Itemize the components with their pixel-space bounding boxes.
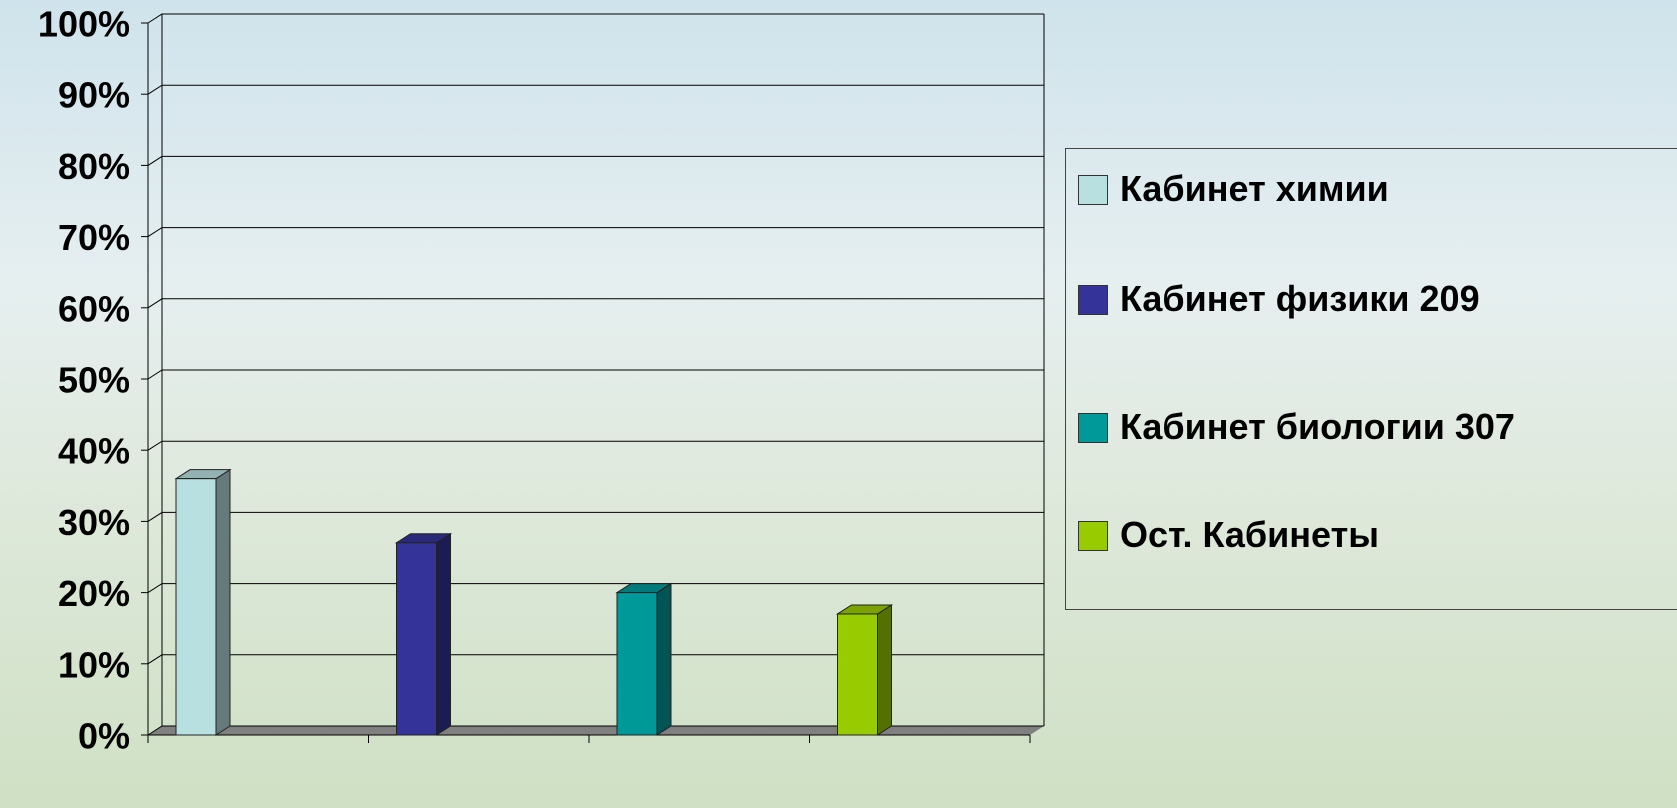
legend: Кабинет химии Кабинет физики 209 Кабинет б…: [1065, 148, 1677, 610]
grid-line: [147, 155, 1044, 166]
legend-label: Кабинет биологии 307: [1120, 406, 1515, 447]
grid-line: [147, 13, 1044, 24]
grid-line: [147, 298, 1044, 309]
y-tick-label: 50%: [58, 360, 130, 401]
legend-entry: Кабинет химии: [1078, 169, 1638, 209]
bar: [616, 592, 658, 736]
legend-entry: Кабинет биологии 307: [1078, 407, 1638, 447]
legend-entry: Кабинет физики 209: [1078, 279, 1638, 319]
floor: [148, 726, 1044, 735]
grid-line: [147, 369, 1044, 380]
legend-swatch: [1078, 285, 1108, 315]
y-tick-label: 20%: [58, 573, 130, 614]
grid-line: [147, 227, 1044, 238]
legend-swatch: [1078, 521, 1108, 551]
y-tick-label: 60%: [58, 288, 130, 329]
grid-line: [147, 654, 1044, 665]
y-tick-label: 30%: [58, 502, 130, 543]
y-tick-label: 100%: [38, 4, 130, 45]
legend-swatch: [1078, 175, 1108, 205]
y-tick-label: 0%: [78, 716, 130, 757]
y-tick-label: 40%: [58, 431, 130, 472]
bar-side: [436, 532, 451, 736]
y-tick-label: 70%: [58, 217, 130, 258]
bar-side: [215, 468, 231, 736]
bar-side: [656, 582, 672, 736]
grid-line: [147, 511, 1044, 522]
grid-line: [147, 84, 1044, 95]
legend-label: Кабинет физики 209: [1120, 278, 1480, 319]
bar: [175, 478, 217, 736]
grid-line: [147, 583, 1044, 594]
legend-swatch: [1078, 413, 1108, 443]
grid-line: [147, 725, 1044, 736]
bar-side: [877, 604, 892, 736]
y-tick-label: 10%: [58, 644, 130, 685]
legend-entry: Ост. Кабинеты: [1078, 515, 1638, 555]
y-tick-label: 90%: [58, 75, 130, 116]
grid-line: [147, 440, 1044, 451]
y-tick-label: 80%: [58, 146, 130, 187]
legend-label: Ост. Кабинеты: [1120, 514, 1379, 555]
bar: [396, 542, 437, 736]
bar: [837, 613, 878, 736]
legend-label: Кабинет химии: [1120, 168, 1389, 209]
